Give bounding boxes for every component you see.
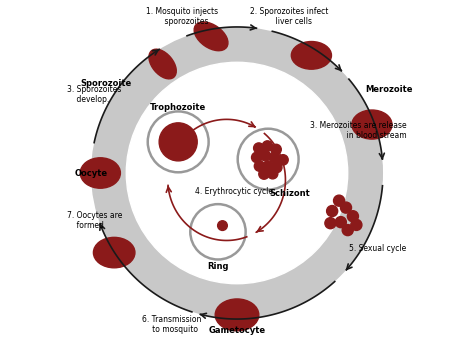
Text: Gametocyte: Gametocyte — [209, 326, 265, 335]
Text: Sporozoite: Sporozoite — [80, 79, 131, 88]
Text: 3. Merozoites are release
    in blood stream: 3. Merozoites are release in blood strea… — [310, 121, 407, 140]
Circle shape — [218, 221, 228, 230]
Circle shape — [259, 169, 269, 179]
Text: Schizont: Schizont — [270, 189, 310, 198]
Circle shape — [126, 62, 348, 284]
Circle shape — [334, 195, 345, 206]
Circle shape — [267, 169, 278, 179]
Circle shape — [340, 202, 352, 213]
Ellipse shape — [149, 49, 176, 79]
Ellipse shape — [215, 299, 259, 331]
Text: 3. Sporozoites
    develop.: 3. Sporozoites develop. — [67, 85, 122, 104]
Ellipse shape — [292, 42, 331, 69]
Text: Merozoite: Merozoite — [365, 85, 412, 94]
Ellipse shape — [93, 237, 135, 268]
Circle shape — [260, 151, 271, 161]
Circle shape — [347, 211, 358, 222]
Text: 4. Erythrocytic cycle: 4. Erythrocytic cycle — [194, 187, 273, 196]
Circle shape — [325, 218, 336, 229]
Text: 6. Transmission
   to mosquito: 6. Transmission to mosquito — [142, 315, 201, 334]
Ellipse shape — [194, 22, 228, 51]
Ellipse shape — [80, 158, 120, 188]
Circle shape — [351, 219, 362, 230]
Circle shape — [91, 28, 383, 318]
Circle shape — [254, 161, 264, 171]
Circle shape — [278, 155, 288, 165]
Circle shape — [272, 162, 282, 173]
Circle shape — [327, 206, 337, 217]
Text: Ring: Ring — [207, 262, 229, 271]
Circle shape — [335, 217, 346, 228]
Text: 5. Sexual cycle: 5. Sexual cycle — [349, 244, 407, 253]
Circle shape — [269, 152, 280, 163]
Circle shape — [148, 111, 209, 172]
Circle shape — [262, 141, 273, 151]
Circle shape — [263, 161, 273, 171]
Text: 1. Mosquito injects
    sporozoites: 1. Mosquito injects sporozoites — [146, 7, 218, 26]
Circle shape — [159, 123, 197, 161]
Circle shape — [254, 143, 264, 153]
Text: Oocyte: Oocyte — [74, 169, 108, 177]
Circle shape — [342, 225, 353, 236]
Circle shape — [237, 129, 299, 190]
Text: 7. Oocytes are
    formed: 7. Oocytes are formed — [67, 211, 123, 230]
Text: 2. Sporozoites infect
    liver cells: 2. Sporozoites infect liver cells — [250, 7, 328, 26]
Ellipse shape — [352, 110, 392, 139]
Text: Trophozoite: Trophozoite — [150, 103, 206, 112]
Circle shape — [190, 204, 246, 260]
Circle shape — [252, 152, 262, 163]
Circle shape — [271, 144, 281, 155]
